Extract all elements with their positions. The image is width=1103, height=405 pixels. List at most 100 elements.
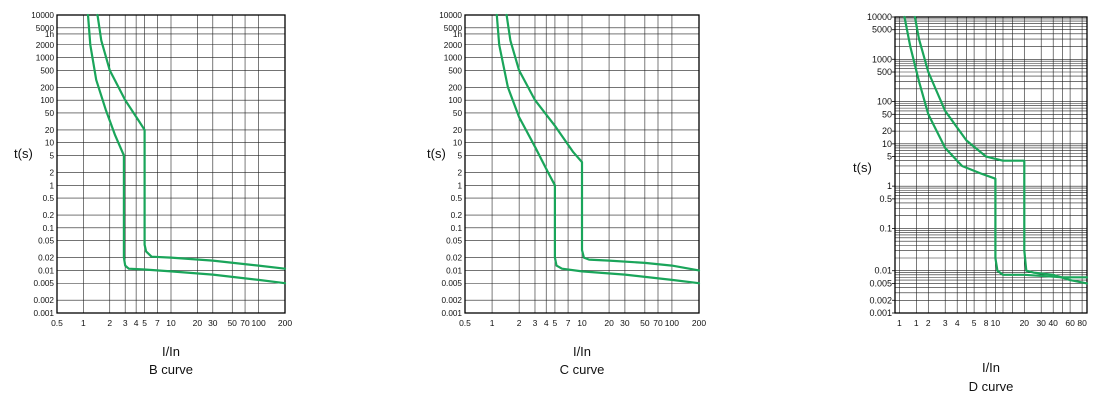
x-tick-label: 3 <box>533 318 538 328</box>
y-tick-label: 0.002 <box>442 296 463 305</box>
y-tick-label: 200 <box>40 83 54 92</box>
y-tick-label: 0.001 <box>869 308 892 318</box>
y-tick-label: 500 <box>877 67 892 77</box>
y-axis-label: t(s) <box>14 146 33 161</box>
y-tick-label: 20 <box>45 126 55 135</box>
x-tick-label: 10 <box>577 318 587 328</box>
y-tick-label: 0.005 <box>869 278 892 288</box>
x-tick-label: 1 <box>914 318 919 328</box>
y-tick-label: 10000 <box>31 11 54 20</box>
y-tick-label: 5000 <box>872 25 892 35</box>
x-tick-label: 1 <box>490 318 495 328</box>
grid-lines <box>895 16 1087 314</box>
y-tick-label: 0.005 <box>34 279 55 288</box>
chart-panel-3: 10000 5000 1000 500 100 50 20 10 5 1 0.5 0.1 0.01 0.0… <box>853 12 1089 394</box>
y-tick-label: 0.5 <box>43 194 55 203</box>
y-tick-label: 5 <box>457 152 462 161</box>
x-tick-label: 80 <box>1077 318 1087 328</box>
x-tick-label: 4 <box>544 318 549 328</box>
y-tick-label: 10 <box>882 139 892 149</box>
y-tick-label: 2 <box>457 169 462 178</box>
y-tick-label: 1 <box>49 181 54 190</box>
x-tick-label: 2 <box>107 318 112 328</box>
y-tick-label: 100 <box>877 97 892 107</box>
x-tick-label: 3 <box>943 318 948 328</box>
x-tick-label: 30 <box>1036 318 1046 328</box>
y-tick-label: 50 <box>882 109 892 119</box>
y-tick-label: 10000 <box>867 12 892 22</box>
y-tick-label: 1 <box>887 181 892 191</box>
x-tick-label: 4 <box>134 318 139 328</box>
x-tick-label: 200 <box>692 318 706 328</box>
y-tick-label: 0.2 <box>451 211 463 220</box>
y-tick-label: 100 <box>40 96 54 105</box>
trip-curve-line-lower <box>86 13 287 285</box>
y-tick-label: 5 <box>49 152 54 161</box>
y-tick-label: 0.001 <box>442 309 463 318</box>
x-axis-label: I/In <box>162 344 180 359</box>
y-tick-label: 5 <box>887 152 892 162</box>
x-axis-label: I/In <box>573 344 591 359</box>
plot-frame <box>56 14 286 314</box>
y-tick-label: 1h <box>453 30 463 39</box>
chart-title: C curve <box>560 362 605 377</box>
y-tick-label: 0.002 <box>869 295 892 305</box>
grid-lines <box>56 14 286 314</box>
x-tick-label: 0.5 <box>459 318 471 328</box>
plot-frame <box>464 14 700 314</box>
y-tick-label: 0.5 <box>879 194 892 204</box>
x-tick-label: 20 <box>1020 318 1030 328</box>
x-tick-label: 2 <box>517 318 522 328</box>
y-tick-label: 0.002 <box>34 296 55 305</box>
y-tick-label: 0.05 <box>446 237 462 246</box>
x-tick-label: 70 <box>240 318 250 328</box>
x-tick-label: 10 <box>166 318 176 328</box>
y-tick-label: 0.05 <box>38 237 54 246</box>
x-tick-label: 200 <box>278 318 292 328</box>
y-tick-label: 0.02 <box>446 254 462 263</box>
y-axis-label: t(s) <box>427 146 446 161</box>
x-tick-label: 5 <box>972 318 977 328</box>
x-tick-label: 3 <box>123 318 128 328</box>
x-tick-label: 50 <box>227 318 237 328</box>
x-tick-label: 5 <box>142 318 147 328</box>
y-tick-label: 20 <box>453 126 463 135</box>
y-tick-label: 0.1 <box>451 224 463 233</box>
y-tick-label: 5000 <box>36 24 55 33</box>
y-tick-label: 0.001 <box>34 309 55 318</box>
x-tick-label: 40 <box>1048 318 1058 328</box>
trip-curve-line-upper <box>913 15 1089 285</box>
y-tick-label: 20 <box>882 126 892 136</box>
x-tick-label: 4 <box>955 318 960 328</box>
y-tick-label: 100 <box>448 96 462 105</box>
trip-curve-line-upper <box>96 13 287 270</box>
x-tick-label: 20 <box>604 318 614 328</box>
plot-frame <box>894 16 1088 314</box>
x-tick-label: 60 <box>1065 318 1075 328</box>
y-tick-label: 0.01 <box>874 266 892 276</box>
y-tick-label: 1h <box>45 30 55 39</box>
x-tick-label: 7 <box>566 318 571 328</box>
y-tick-label: 5000 <box>444 24 463 33</box>
x-tick-label: 30 <box>208 318 218 328</box>
x-tick-label: 100 <box>665 318 679 328</box>
y-tick-label: 200 <box>448 83 462 92</box>
y-tick-label: 2000 <box>36 41 55 50</box>
x-axis-label: I/In <box>982 360 1000 375</box>
y-tick-label: 1 <box>457 181 462 190</box>
x-tick-label: 8 <box>984 318 989 328</box>
x-tick-label: 7 <box>155 318 160 328</box>
y-tick-label: 500 <box>40 66 54 75</box>
x-tick-label: 10 <box>991 318 1001 328</box>
y-tick-label: 0.01 <box>38 266 54 275</box>
y-tick-label: 0.2 <box>43 211 55 220</box>
y-tick-label: 500 <box>448 66 462 75</box>
y-tick-label: 1000 <box>444 54 463 63</box>
y-tick-label: 2 <box>49 169 54 178</box>
x-tick-label: 50 <box>640 318 650 328</box>
chart-title: B curve <box>149 362 193 377</box>
y-tick-label: 1000 <box>872 54 892 64</box>
y-tick-label: 10 <box>45 139 55 148</box>
